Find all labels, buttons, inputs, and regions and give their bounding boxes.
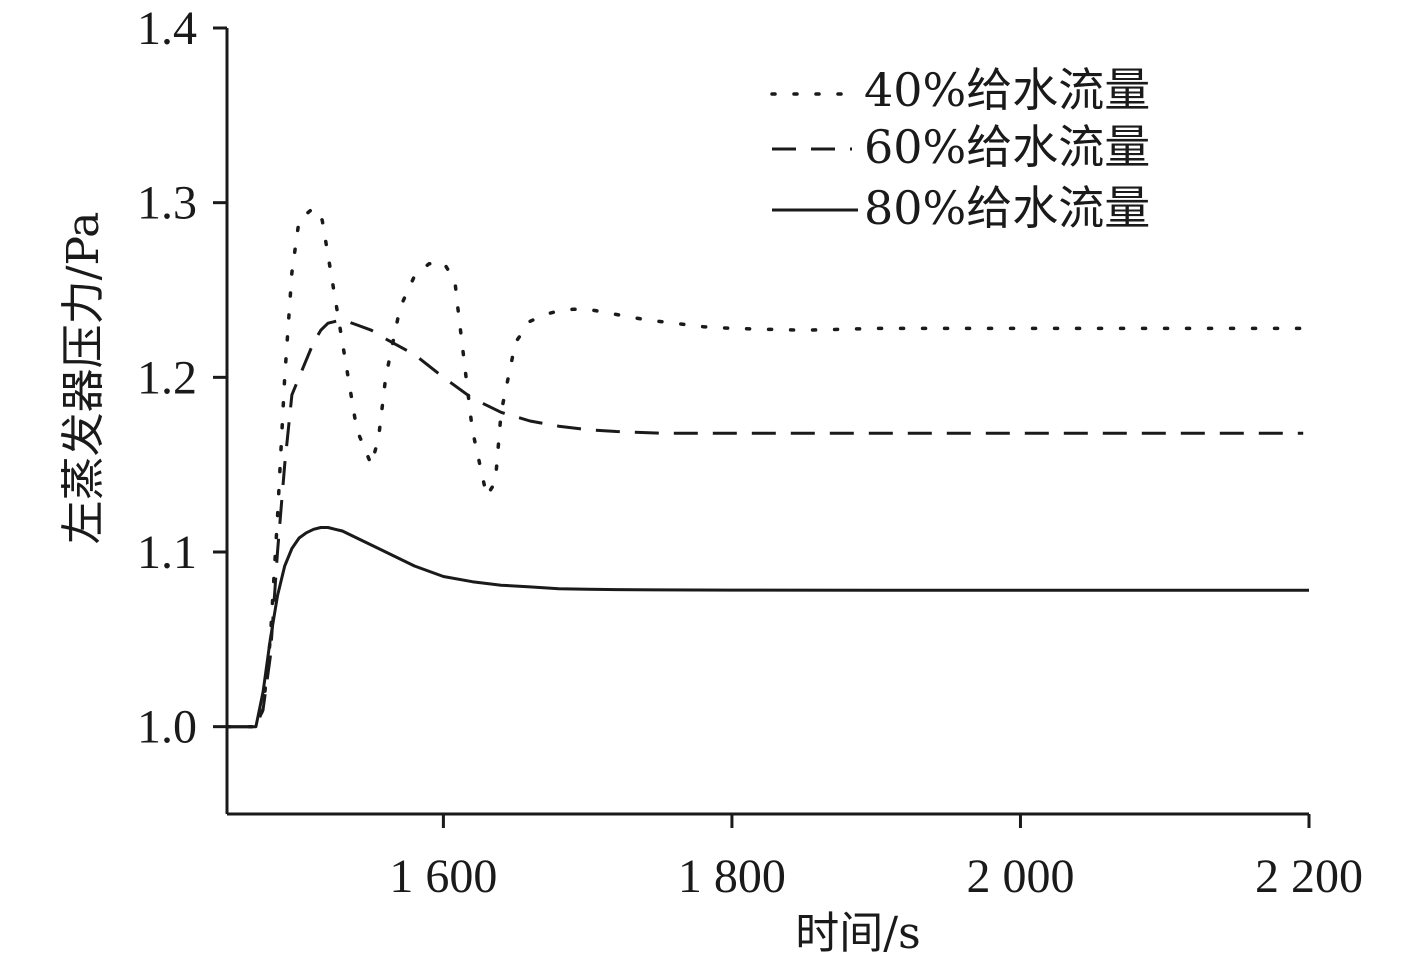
- x-tick-label: 1 800: [678, 850, 786, 903]
- legend-label-60: 60%给水流量: [864, 120, 1150, 174]
- series-line-dotted: [225, 206, 1305, 729]
- x-tick-label: 2 000: [966, 850, 1074, 903]
- x-tick-label: 1 600: [389, 850, 497, 903]
- series-layer: [225, 206, 1309, 729]
- y-tick-label: 1.0: [137, 701, 197, 754]
- y-tick-label: 1.4: [137, 2, 197, 55]
- y-tick-label: 1.1: [137, 526, 197, 579]
- y-tick-label: 1.2: [137, 351, 197, 404]
- y-ticks: 1.0 1.1 1.2 1.3 1.4: [137, 2, 227, 754]
- y-tick-label: 1.3: [137, 177, 197, 230]
- legend: 40%给水流量 60%给水流量 80%给水流量: [770, 63, 1150, 235]
- legend-label-80: 80%给水流量: [864, 181, 1150, 235]
- legend-label-40: 40%给水流量: [864, 63, 1150, 117]
- series-line-dashed: [227, 318, 1304, 729]
- x-axis-title: 时间/s: [795, 908, 920, 955]
- y-axis-title: 左蒸发器压力/Pa: [58, 212, 109, 545]
- series-line-solid: [227, 526, 1309, 729]
- x-ticks: 1 600 1 800 2 000 2 200: [389, 814, 1363, 903]
- x-tick-label: 2 200: [1255, 850, 1363, 903]
